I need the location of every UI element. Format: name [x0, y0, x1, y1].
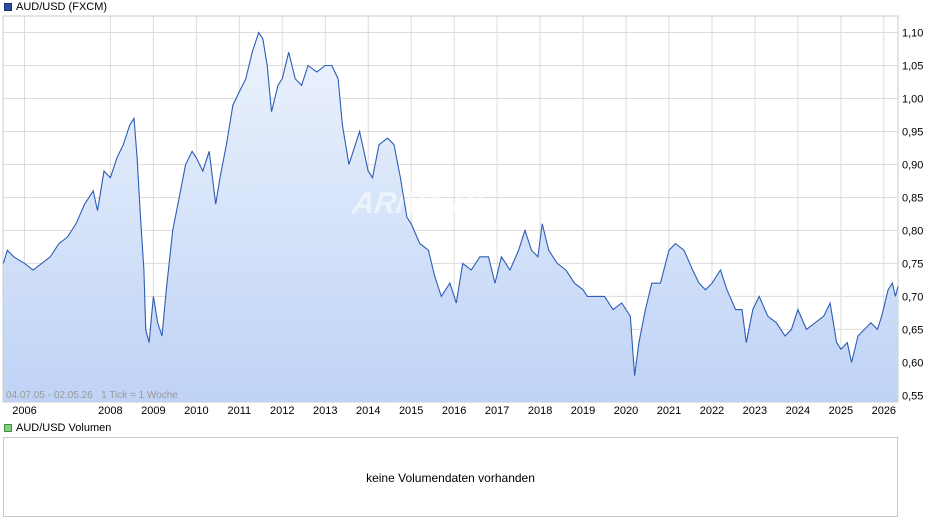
- y-tick-label: 0,55: [902, 390, 923, 402]
- price-area: [3, 32, 898, 402]
- x-tick-label: 2013: [313, 405, 337, 417]
- price-line: [2, 31, 899, 376]
- x-tick-label: 2021: [657, 405, 681, 417]
- x-tick-label: 2017: [485, 405, 509, 417]
- y-axis-labels: 1,10 1,05 1,00 0,95 0,90 0,85 0,80 0,75 0,70 0,65…: [902, 27, 923, 402]
- x-tick-label: 2022: [700, 405, 724, 417]
- y-tick-label: 0,65: [902, 324, 923, 336]
- x-tick-label: 2024: [786, 405, 810, 417]
- y-tick-label: 0,85: [902, 192, 923, 204]
- x-tick-label: 2010: [184, 405, 208, 417]
- price-legend-label: AUD/USD (FXCM): [16, 1, 108, 13]
- x-tick-label: 2008: [98, 405, 122, 417]
- y-tick-label: 0,95: [902, 126, 923, 138]
- x-axis-labels: 2006 2008 2009 2010 2011 2012 2013 2014 2015 2016…: [12, 405, 896, 417]
- y-tick-label: 0,60: [902, 357, 923, 369]
- price-legend: AUD/USD (FXCM): [4, 1, 107, 13]
- x-tick-label: 2025: [829, 405, 853, 417]
- y-tick-label: 0,80: [902, 225, 923, 237]
- volume-legend-label: AUD/USD Volumen: [16, 422, 112, 434]
- y-tick-label: 1,00: [902, 93, 923, 105]
- y-tick-label: 0,75: [902, 258, 923, 270]
- y-tick-label: 1,10: [902, 27, 923, 39]
- price-chart: ARIVA.DE 04.07.05 - 02.05.26 1 Tick = 1 …: [2, 15, 923, 417]
- volume-panel: keine Volumendaten vorhanden: [3, 437, 898, 517]
- y-tick-label: 0,70: [902, 291, 923, 303]
- x-tick-label: 2016: [442, 405, 466, 417]
- x-tick-label: 2015: [399, 405, 423, 417]
- x-tick-label: 2023: [743, 405, 767, 417]
- y-tick-label: 1,05: [902, 60, 923, 72]
- x-tick-label: 2009: [141, 405, 165, 417]
- volume-legend: AUD/USD Volumen: [4, 422, 111, 434]
- x-tick-label: 2018: [528, 405, 552, 417]
- volume-legend-swatch: [4, 424, 12, 432]
- x-tick-label: 2014: [356, 405, 380, 417]
- x-tick-label: 2020: [614, 405, 638, 417]
- x-tick-label: 2019: [571, 405, 595, 417]
- y-tick-label: 0,90: [902, 159, 923, 171]
- price-legend-swatch: [4, 3, 12, 11]
- x-tick-label: 2006: [12, 405, 36, 417]
- watermark: ARIVA.DE: [350, 187, 498, 220]
- x-tick-label: 2011: [227, 405, 251, 417]
- x-tick-label: 2026: [872, 405, 896, 417]
- x-tick-label: 2012: [270, 405, 294, 417]
- volume-empty-message: keine Volumendaten vorhanden: [366, 471, 535, 485]
- info-text: 04.07.05 - 02.05.26 1 Tick = 1 Woche: [6, 390, 178, 401]
